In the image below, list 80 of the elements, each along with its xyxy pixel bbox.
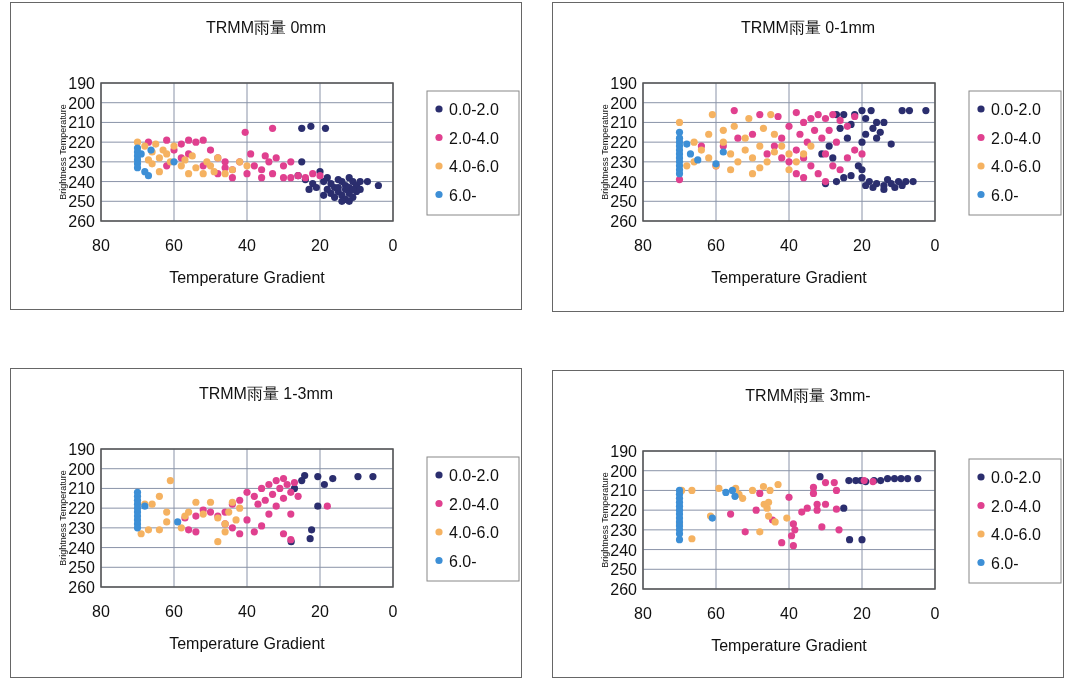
y-tick-label: 200 — [610, 94, 638, 112]
x-axis-title: Temperature Gradient — [711, 637, 868, 654]
y-tick-label: 220 — [68, 500, 96, 518]
y-tick-label: 220 — [68, 134, 96, 152]
legend-label: 6.0- — [449, 552, 477, 570]
y-tick-label: 230 — [610, 521, 638, 539]
y-tick-label: 210 — [68, 114, 96, 132]
legend-label: 0.0-2.0 — [991, 101, 1041, 118]
y-tick-label: 250 — [68, 559, 96, 577]
y-tick-label: 190 — [68, 75, 96, 92]
y-tick-label: 200 — [610, 462, 638, 480]
y-tick-label: 200 — [68, 94, 96, 112]
x-tick-label: 0 — [388, 603, 398, 620]
y-tick-label: 200 — [68, 460, 96, 478]
legend-label: 4.0-6.0 — [449, 524, 499, 541]
y-tick-label: 250 — [610, 561, 638, 579]
x-tick-label: 40 — [238, 603, 256, 620]
legend-label: 4.0-6.0 — [991, 526, 1041, 543]
legend-label: 0.0-2.0 — [449, 101, 499, 118]
y-tick-label: 230 — [610, 153, 638, 171]
x-tick-label: 80 — [92, 603, 110, 620]
y-tick-label: 240 — [68, 539, 96, 557]
y-tick-label: 210 — [68, 480, 96, 498]
y-tick-label: 230 — [68, 519, 96, 537]
y-axis-title: Brightness Temperature — [600, 104, 610, 200]
legend-label: 2.0-4.0 — [449, 129, 499, 147]
y-tick-label: 190 — [68, 441, 96, 458]
y-axis-title: Brightness Temperature — [58, 104, 68, 200]
x-tick-label: 0 — [388, 237, 398, 254]
y-tick-label: 260 — [68, 213, 96, 230]
x-tick-label: 40 — [238, 237, 256, 254]
y-tick-label: 230 — [68, 153, 96, 171]
chart-title: TRMM雨量 1-3mm — [198, 385, 334, 402]
chart-title: TRMM雨量 3mm- — [745, 387, 871, 404]
legend-label: 4.0-6.0 — [991, 158, 1041, 175]
x-tick-label: 40 — [780, 237, 798, 254]
x-tick-label: 60 — [165, 237, 183, 254]
y-axis-title: Brightness Temperature — [600, 472, 610, 568]
y-tick-label: 210 — [610, 482, 638, 500]
x-tick-label: 20 — [311, 237, 329, 254]
x-tick-label: 20 — [853, 605, 871, 622]
chart-title: TRMM雨量 0-1mm — [740, 19, 876, 36]
x-tick-label: 60 — [165, 603, 183, 620]
chart-title: TRMM雨量 0mm — [206, 19, 326, 36]
y-tick-label: 240 — [68, 173, 96, 191]
legend-label: 2.0-4.0 — [991, 129, 1041, 147]
y-tick-label: 220 — [610, 134, 638, 152]
x-tick-label: 20 — [853, 237, 871, 254]
y-tick-label: 220 — [610, 502, 638, 520]
x-axis-title: Temperature Gradient — [169, 269, 326, 286]
x-tick-label: 40 — [780, 605, 798, 622]
legend-label: 0.0-2.0 — [991, 469, 1041, 486]
y-tick-label: 260 — [610, 581, 638, 598]
y-tick-label: 240 — [610, 173, 638, 191]
x-tick-label: 20 — [311, 603, 329, 620]
legend-label: 2.0-4.0 — [991, 497, 1041, 515]
y-tick-label: 260 — [68, 579, 96, 596]
y-tick-label: 260 — [610, 213, 638, 230]
x-tick-label: 60 — [707, 605, 725, 622]
y-tick-label: 250 — [610, 193, 638, 211]
legend-label: 6.0- — [449, 186, 477, 204]
legend-label: 6.0- — [991, 186, 1019, 204]
y-tick-label: 250 — [68, 193, 96, 211]
legend-label: 2.0-4.0 — [449, 495, 499, 513]
y-axis-title: Brightness Temperature — [58, 470, 68, 566]
x-axis-title: Temperature Gradient — [711, 269, 868, 286]
legend-label: 4.0-6.0 — [449, 158, 499, 175]
y-tick-label: 190 — [610, 443, 638, 460]
y-tick-label: 240 — [610, 541, 638, 559]
x-tick-label: 80 — [634, 237, 652, 254]
x-tick-label: 60 — [707, 237, 725, 254]
y-tick-label: 190 — [610, 75, 638, 92]
x-tick-label: 80 — [92, 237, 110, 254]
x-tick-label: 80 — [634, 605, 652, 622]
x-tick-label: 0 — [930, 237, 940, 254]
x-axis-title: Temperature Gradient — [169, 635, 326, 652]
legend-label: 0.0-2.0 — [449, 467, 499, 484]
legend-label: 6.0- — [991, 554, 1019, 572]
x-tick-label: 0 — [930, 605, 940, 622]
y-tick-label: 210 — [610, 114, 638, 132]
